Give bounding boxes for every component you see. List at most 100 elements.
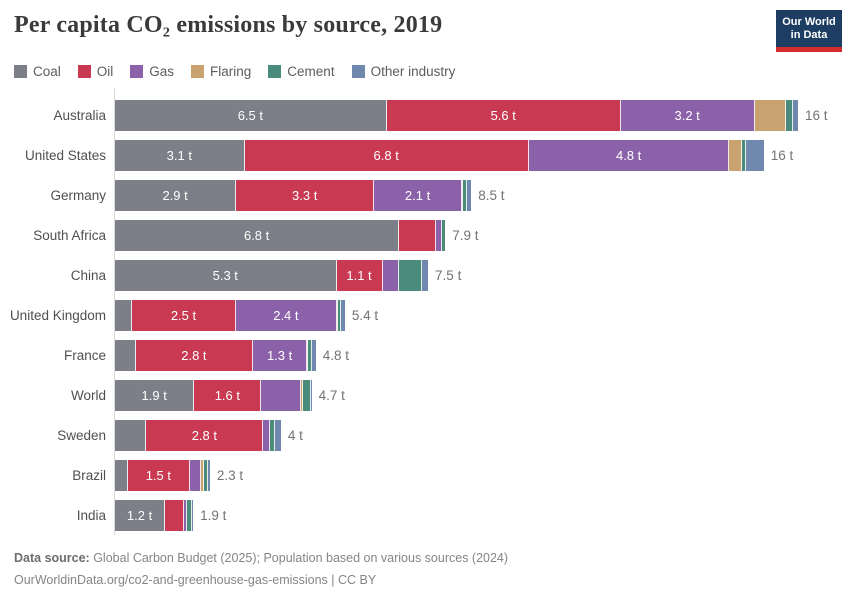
segment-value-label: 4.8 t — [615, 147, 642, 163]
bar-segment-flaring[interactable] — [336, 299, 338, 331]
bar-segment-gas[interactable] — [436, 219, 442, 251]
bar-segment-flaring[interactable] — [200, 459, 204, 491]
bar-segment-coal[interactable]: 6.5 t — [115, 99, 387, 131]
bar-segment-cement[interactable] — [308, 339, 313, 371]
bar-segment-flaring[interactable] — [729, 139, 742, 171]
attribution-line: OurWorldinData.org/co2-and-greenhouse-ga… — [14, 573, 377, 587]
bar-segment-flaring[interactable] — [461, 179, 463, 211]
bar-segment-gas[interactable] — [261, 379, 301, 411]
bar-segment-coal[interactable]: 2.9 t — [115, 179, 237, 211]
bar-segment-cement[interactable] — [337, 299, 342, 331]
bar-segment-other-industry[interactable] — [792, 99, 798, 131]
bar-segment-coal[interactable] — [115, 339, 136, 371]
bar-row: China 5.3 t 1.1 t 7.5 t — [0, 255, 850, 295]
y-axis-line — [114, 88, 115, 535]
segment-value-label: 2.1 t — [404, 187, 431, 203]
bar-segment-flaring[interactable] — [754, 99, 786, 131]
bar-stack: 3.1 t 6.8 t 4.8 t — [115, 139, 764, 171]
bar-segment-gas[interactable]: 4.8 t — [528, 139, 730, 171]
legend-item-cement[interactable]: Cement — [268, 64, 335, 79]
bar-segment-other-industry[interactable] — [422, 259, 429, 291]
bar-segment-oil[interactable]: 6.8 t — [244, 139, 529, 171]
segment-value-label: 1.5 t — [145, 467, 172, 483]
stacked-bar-chart: Australia 6.5 t 5.6 t 3.2 t 16 t United State… — [0, 88, 850, 535]
bar-segment-gas[interactable]: 3.2 t — [620, 99, 755, 131]
legend-item-other-industry[interactable]: Other industry — [351, 64, 455, 79]
bar-segment-flaring[interactable] — [300, 379, 304, 411]
bar-track: 2.8 t 1.3 t 4.8 t — [115, 339, 349, 371]
bar-segment-cement[interactable] — [462, 179, 468, 211]
bar-segment-cement[interactable] — [269, 419, 275, 451]
bar-stack: 1.5 t — [115, 459, 210, 491]
bar-stack: 6.5 t 5.6 t 3.2 t — [115, 99, 798, 131]
bar-segment-oil[interactable]: 5.6 t — [386, 99, 621, 131]
bar-segment-other-industry[interactable] — [191, 499, 194, 531]
bar-row: France 2.8 t 1.3 t 4.8 t — [0, 335, 850, 375]
segment-value-label: 1.6 t — [214, 387, 240, 403]
bar-segment-other-industry[interactable] — [341, 299, 345, 331]
bar-segment-oil[interactable]: 2.8 t — [135, 339, 253, 371]
data-source-line: Data source: Global Carbon Budget (2025)… — [14, 547, 508, 569]
bar-segment-coal[interactable]: 1.2 t — [115, 499, 166, 531]
legend-label: Oil — [96, 64, 114, 79]
bar-segment-gas[interactable] — [190, 459, 201, 491]
bar-segment-oil[interactable]: 1.1 t — [336, 259, 383, 291]
bar-segment-cement[interactable] — [303, 379, 311, 411]
bar-segment-cement[interactable] — [785, 99, 793, 131]
country-label: South Africa — [33, 227, 106, 243]
bar-segment-coal[interactable] — [115, 459, 128, 491]
bar-segment-other-industry[interactable] — [312, 339, 316, 371]
bar-segment-oil[interactable]: 3.3 t — [236, 179, 375, 211]
bar-track: 1.5 t 2.3 t — [115, 459, 243, 491]
segment-value-label: 1.9 t — [141, 387, 167, 403]
owid-logo-text: Our World in Data — [776, 10, 842, 47]
bar-segment-oil[interactable] — [165, 499, 184, 531]
bar-segment-other-industry[interactable] — [467, 179, 472, 211]
bar-segment-cement[interactable] — [441, 219, 446, 251]
bar-segment-gas[interactable]: 2.1 t — [374, 179, 462, 211]
bar-segment-other-industry[interactable] — [310, 379, 312, 411]
bar-segment-coal[interactable] — [115, 419, 147, 451]
bar-segment-gas[interactable] — [382, 259, 400, 291]
segment-value-label: 2.8 t — [191, 427, 217, 443]
bar-segment-gas[interactable] — [183, 499, 187, 531]
bar-segment-oil[interactable]: 2.5 t — [131, 299, 237, 331]
bar-segment-coal[interactable]: 3.1 t — [115, 139, 245, 171]
country-label: France — [63, 347, 106, 363]
bar-segment-cement[interactable] — [186, 499, 192, 531]
bar-segment-oil[interactable]: 2.8 t — [146, 419, 264, 451]
bar-segment-flaring[interactable] — [307, 339, 309, 371]
bar-segment-coal[interactable]: 1.9 t — [115, 379, 195, 411]
page-title: Per capita CO₂ emissions by source, 2019 — [14, 12, 443, 38]
bar-segment-cement[interactable] — [741, 139, 746, 171]
bar-track: 3.1 t 6.8 t 4.8 t 16 t — [115, 139, 793, 171]
bar-segment-other-industry[interactable] — [274, 419, 281, 451]
bar-row: Sweden 2.8 t 4 t — [0, 415, 850, 455]
bar-segment-gas[interactable] — [263, 419, 270, 451]
legend-item-gas[interactable]: Gas — [130, 64, 174, 79]
bar-segment-coal[interactable]: 6.8 t — [115, 219, 400, 251]
bar-track: 5.3 t 1.1 t 7.5 t — [115, 259, 462, 291]
total-value-label: 7.5 t — [435, 267, 462, 283]
legend-item-coal[interactable]: Coal — [14, 64, 61, 79]
owid-logo[interactable]: Our World in Data — [776, 10, 842, 52]
total-value-label: 1.9 t — [200, 507, 227, 523]
bar-segment-oil[interactable] — [399, 219, 437, 251]
bar-segment-other-industry[interactable] — [745, 139, 764, 171]
bar-segment-gas[interactable]: 2.4 t — [236, 299, 337, 331]
bar-segment-coal[interactable] — [115, 299, 132, 331]
legend-item-flaring[interactable]: Flaring — [191, 64, 251, 79]
bar-segment-cement[interactable] — [203, 459, 209, 491]
total-value-label: 4.7 t — [318, 387, 345, 403]
segment-value-label: 6.5 t — [237, 107, 263, 123]
bar-segment-cement[interactable] — [399, 259, 423, 291]
bar-segment-coal[interactable]: 5.3 t — [115, 259, 337, 291]
bar-segment-gas[interactable]: 1.3 t — [252, 339, 308, 371]
bar-segment-oil[interactable]: 1.5 t — [127, 459, 191, 491]
legend-swatch-icon — [14, 65, 27, 78]
legend-item-oil[interactable]: Oil — [77, 64, 114, 79]
bar-row: Australia 6.5 t 5.6 t 3.2 t 16 t — [0, 95, 850, 135]
bar-row: United States 3.1 t 6.8 t 4.8 t 16 t — [0, 135, 850, 175]
bar-segment-other-industry[interactable] — [208, 459, 210, 491]
bar-segment-oil[interactable]: 1.6 t — [194, 379, 262, 411]
